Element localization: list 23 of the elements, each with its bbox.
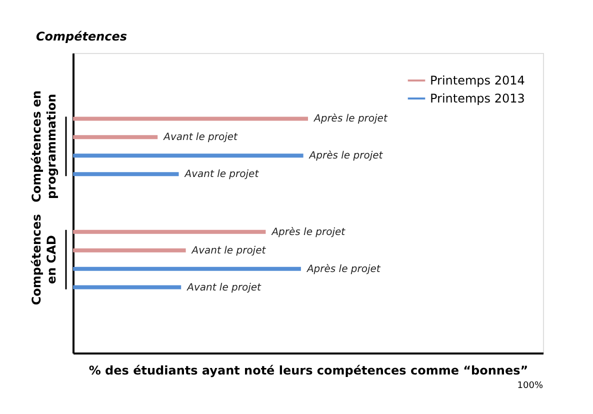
annotation: Après le projet [306,264,382,275]
annotation: Avant le projet [186,282,262,294]
text: Après le projet [308,150,384,162]
legend-label: Printemps 2013 [430,92,525,106]
bar [73,172,179,176]
annotation: Avant le projet [162,132,239,144]
y-tick-label: Compétences en programmation [30,90,58,202]
bar [73,116,308,121]
text: 100% [517,381,544,391]
bar [73,154,304,158]
bar [73,285,182,290]
y-axis-title: Compétences [36,30,128,44]
bar [73,248,186,252]
y-tick-label: Compétences en CAD [30,214,58,306]
annotation: Après le projet [270,226,346,238]
bar [73,230,266,234]
annotation: Avant le projet [190,245,267,256]
text: Après le projet [313,114,388,125]
legend-label: Printemps 2014 [430,74,525,88]
annotation: Avant le projet [184,169,260,180]
bar [73,266,301,271]
x-axis-title: % des étudiants ayant noté leurs compétences comme “bonnes” [88,364,528,378]
bar [73,135,158,140]
